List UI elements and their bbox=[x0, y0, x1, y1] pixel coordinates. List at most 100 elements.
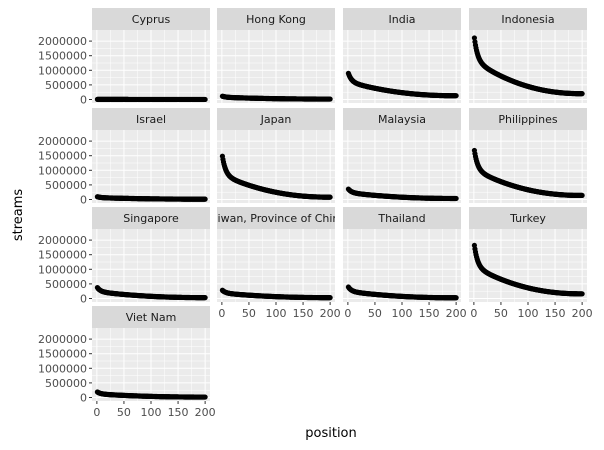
facet-strip bbox=[92, 207, 210, 229]
x-tick-label: 100 bbox=[266, 307, 287, 320]
data-point bbox=[202, 196, 208, 202]
facet-strip bbox=[469, 108, 587, 130]
y-tick-label: 1000000 bbox=[38, 263, 87, 276]
x-axis-title: position bbox=[305, 426, 357, 441]
facet-strip bbox=[92, 108, 210, 130]
data-point bbox=[579, 291, 585, 297]
x-tick-label: 200 bbox=[320, 307, 341, 320]
data-point bbox=[471, 35, 478, 41]
facet-india: India bbox=[343, 8, 461, 103]
facet-strip-label: Hong Kong bbox=[246, 13, 306, 26]
y-tick-label: 1500000 bbox=[38, 150, 87, 163]
facet-strip-label: Taiwan, Province of China bbox=[205, 212, 346, 225]
x-tick-label: 0 bbox=[344, 307, 351, 320]
x-tick-label: 100 bbox=[392, 307, 413, 320]
data-points bbox=[345, 284, 459, 301]
facet-strip bbox=[343, 8, 461, 30]
facet-strip-label: Malaysia bbox=[378, 113, 426, 126]
facet-strip-label: Israel bbox=[136, 113, 166, 126]
facet-philippines: Philippines bbox=[469, 108, 587, 203]
y-tick-label: 1500000 bbox=[38, 249, 87, 262]
y-tick-label: 1000000 bbox=[38, 64, 87, 77]
data-points bbox=[471, 147, 585, 199]
y-tick-label: 0 bbox=[80, 93, 87, 106]
facet-strip bbox=[343, 207, 461, 229]
x-tick-label: 50 bbox=[494, 307, 508, 320]
y-tick-label: 1500000 bbox=[38, 348, 87, 361]
data-point bbox=[579, 91, 585, 97]
data-point bbox=[453, 93, 459, 99]
y-tick-label: 2000000 bbox=[38, 135, 87, 148]
facet-strip bbox=[469, 207, 587, 229]
data-points bbox=[94, 284, 208, 301]
facet-strip-label: Philippines bbox=[498, 113, 558, 126]
facet-indonesia: Indonesia bbox=[469, 8, 587, 103]
x-tick-label: 200 bbox=[446, 307, 467, 320]
y-tick-label: 500000 bbox=[45, 79, 87, 92]
facet-strip bbox=[92, 306, 210, 328]
x-tick-label: 150 bbox=[168, 406, 189, 419]
facet-strip bbox=[217, 8, 335, 30]
data-points bbox=[471, 35, 585, 97]
y-tick-label: 500000 bbox=[45, 179, 87, 192]
x-tick-label: 200 bbox=[572, 307, 593, 320]
facet-turkey: Turkey 0 50 100 150 200 bbox=[469, 207, 593, 320]
facet-japan: Japan bbox=[217, 108, 335, 203]
data-point bbox=[202, 96, 208, 103]
y-axis-title: streams bbox=[11, 189, 26, 242]
y-tick-label: 2000000 bbox=[38, 333, 87, 346]
data-points bbox=[345, 70, 459, 99]
y-tick-label: 1000000 bbox=[38, 362, 87, 375]
y-tick-label: 1500000 bbox=[38, 50, 87, 63]
facet-strip bbox=[217, 207, 335, 229]
facet-strip-label: Indonesia bbox=[501, 13, 554, 26]
data-point bbox=[327, 194, 333, 200]
data-points bbox=[219, 153, 333, 200]
facet-strip bbox=[343, 108, 461, 130]
facet-strip-label: Turkey bbox=[509, 212, 546, 225]
data-points bbox=[94, 96, 208, 103]
x-tick-label: 100 bbox=[518, 307, 539, 320]
x-tick-label: 150 bbox=[293, 307, 314, 320]
data-points bbox=[345, 186, 459, 202]
data-points bbox=[94, 389, 208, 400]
data-point bbox=[202, 394, 208, 400]
y-tick-label: 0 bbox=[80, 391, 87, 404]
data-points bbox=[471, 242, 585, 297]
facet-strip bbox=[217, 108, 335, 130]
facet-strip-label: Thailand bbox=[377, 212, 425, 225]
data-point bbox=[202, 295, 208, 301]
data-points bbox=[219, 93, 333, 102]
x-tick-label: 50 bbox=[242, 307, 256, 320]
x-tick-label: 200 bbox=[195, 406, 216, 419]
data-point bbox=[453, 295, 459, 301]
x-tick-label: 0 bbox=[218, 307, 225, 320]
y-tick-label: 0 bbox=[80, 193, 87, 206]
data-points bbox=[219, 287, 333, 301]
facet-strip bbox=[92, 8, 210, 30]
data-point bbox=[453, 195, 459, 202]
x-tick-label: 0 bbox=[93, 406, 100, 419]
y-tick-label: 0 bbox=[80, 292, 87, 305]
y-tick-label: 2000000 bbox=[38, 234, 87, 247]
y-tick-label: 1000000 bbox=[38, 164, 87, 177]
facet-strip bbox=[469, 8, 587, 30]
data-point bbox=[327, 295, 333, 301]
data-point bbox=[327, 96, 333, 102]
y-tick-label: 500000 bbox=[45, 377, 87, 390]
x-tick-label: 50 bbox=[117, 406, 131, 419]
y-tick-label: 500000 bbox=[45, 278, 87, 291]
facet-malaysia: Malaysia bbox=[343, 108, 461, 203]
facet-strip-label: Viet Nam bbox=[126, 311, 177, 324]
data-point bbox=[579, 192, 585, 199]
facet-hong-kong: Hong Kong bbox=[217, 8, 335, 103]
facet-strip-label: Cyprus bbox=[132, 13, 171, 26]
facet-thailand: Thailand 0 50 100 150 200 bbox=[343, 207, 467, 320]
x-tick-label: 100 bbox=[141, 406, 162, 419]
facet-strip-label: Japan bbox=[260, 113, 292, 126]
